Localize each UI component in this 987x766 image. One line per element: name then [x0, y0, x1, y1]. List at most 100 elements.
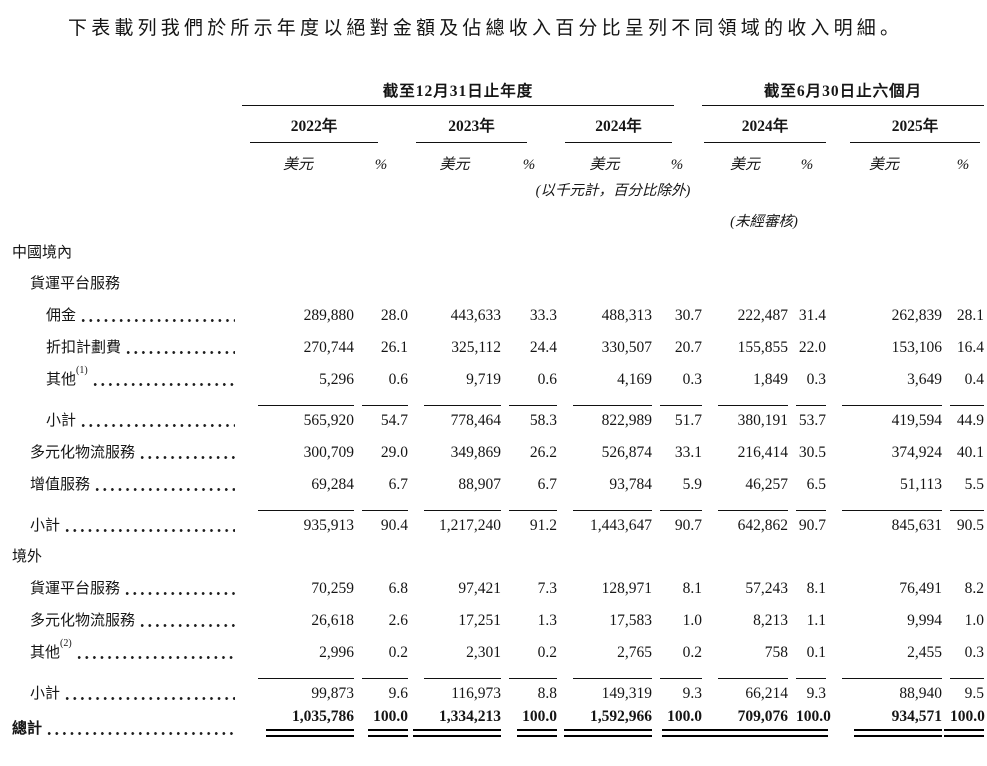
year-header-2022: 2022年: [242, 106, 408, 143]
table-body: 中國境內 貨運平台服務 佣金 289,880 28.0 443,633 33.3 488,31…: [4, 231, 985, 738]
row-label: 境外: [12, 549, 43, 565]
percent-cell: 91.2: [509, 510, 557, 535]
table-row: 小計 99,873 9.6 116,973 8.8 149,319 9.3 66,214 9.3…: [4, 662, 985, 703]
percent-cell: 100.0: [796, 708, 831, 725]
table-row: 其他(1) 5,296 0.6 9,719 0.6 4,169 0.3 1,849 0.3 3,6…: [4, 357, 984, 389]
document-page: 下表載列我們於所示年度以絕對金額及佔總收入百分比呈列不同領域的收入明細。 截至1…: [0, 16, 987, 766]
section-row: 中國境內: [4, 231, 984, 262]
percent-cell: 9.3: [796, 678, 827, 703]
value-cell: 93,784: [609, 476, 652, 493]
value-cell: 69,284: [311, 476, 354, 493]
value-cell: 222,487: [737, 307, 789, 324]
unit-header-pct: %: [670, 157, 684, 173]
dot-leader: [81, 417, 235, 430]
value-cell: 1,592,966: [590, 708, 652, 725]
percent-cell: 30.5: [798, 444, 827, 461]
table-row: 小計 935,913 90.4 1,217,240 91.2 1,443,647 90.7 6…: [4, 494, 985, 535]
units-note: (以千元計，百分比除外): [535, 183, 691, 199]
value-cell: 17,251: [458, 612, 501, 629]
double-rule: [517, 729, 557, 737]
percent-cell: 0.2: [388, 644, 408, 661]
percent-cell: 90.7: [796, 510, 827, 535]
table-row: 總計 1,035,786 100.0 1,334,213 100.0 1,592,966 1…: [4, 703, 985, 738]
table-row: 其他(2) 2,996 0.2 2,301 0.2 2,765 0.2 758 0.1 2,455…: [4, 630, 984, 662]
row-label: 多元化物流服務: [30, 613, 136, 629]
percent-cell: 0.3: [806, 371, 827, 388]
value-cell: 709,076: [737, 708, 789, 725]
value-cell: 325,112: [451, 339, 501, 356]
row-label: 其他(1): [46, 365, 88, 388]
footnote-marker: (1): [76, 365, 88, 376]
percent-cell: 100.0: [373, 708, 408, 725]
value-cell: 97,421: [458, 580, 501, 597]
dot-leader: [65, 690, 235, 703]
percent-cell: 90.5: [950, 510, 985, 535]
row-label: 總計: [12, 721, 43, 737]
unit-header-usd: 美元: [439, 157, 470, 173]
percent-cell: 0.6: [537, 371, 557, 388]
value-cell: 51,113: [899, 476, 943, 493]
unit-header-pct: %: [374, 157, 388, 173]
value-cell: 565,920: [258, 405, 354, 430]
percent-cell: 26.1: [380, 339, 408, 356]
table-row: 折扣計劃費 270,744 26.1 325,112 24.4 330,507 20.7 15…: [4, 325, 984, 357]
value-cell: 270,744: [303, 339, 354, 356]
value-cell: 9,994: [907, 612, 943, 629]
percent-cell: 58.3: [509, 405, 557, 430]
value-cell: 2,765: [617, 644, 652, 661]
double-rule: [564, 729, 652, 737]
value-cell: 66,214: [718, 678, 789, 703]
footnote-marker: (2): [60, 638, 72, 649]
percent-cell: 100.0: [950, 708, 985, 725]
unaudited-note-row: (未經審核): [4, 200, 984, 231]
value-cell: 88,907: [458, 476, 501, 493]
dot-leader: [140, 449, 235, 462]
value-cell: 845,631: [842, 510, 943, 535]
value-cell: 374,924: [891, 444, 943, 461]
dot-leader: [47, 725, 235, 738]
percent-cell: 0.4: [964, 371, 985, 388]
value-cell: 419,594: [842, 405, 943, 430]
unit-header-row: 美元 % 美元 % 美元 % 美元 % 美元 %: [4, 143, 984, 174]
unit-header-usd: 美元: [730, 157, 761, 173]
value-cell: 26,618: [311, 612, 354, 629]
year-header-2025-interim: 2025年: [826, 106, 984, 143]
double-rule: [944, 729, 985, 737]
value-cell: 2,455: [907, 644, 943, 661]
value-cell: 488,313: [601, 307, 652, 324]
percent-cell: 0.2: [537, 644, 557, 661]
row-label: 中國境內: [12, 245, 73, 261]
value-cell: 128,971: [601, 580, 652, 597]
value-cell: 4,169: [617, 371, 652, 388]
unit-header-usd: 美元: [282, 157, 313, 173]
table-row: 多元化物流服務 26,618 2.6 17,251 1.3 17,583 1.0 8,213 1…: [4, 598, 984, 630]
dot-leader: [92, 376, 235, 389]
row-label: 增值服務: [30, 477, 91, 493]
percent-cell: 1.3: [537, 612, 557, 629]
unaudited-note: (未經審核): [730, 214, 798, 230]
percent-cell: 44.9: [950, 405, 985, 430]
value-cell: 99,873: [258, 678, 354, 703]
value-cell: 642,862: [718, 510, 789, 535]
percent-cell: 5.5: [964, 476, 985, 493]
row-label: 小計: [30, 686, 61, 702]
percent-cell: 6.5: [806, 476, 827, 493]
value-cell: 300,709: [303, 444, 354, 461]
table-row: 佣金 289,880 28.0 443,633 33.3 488,313 30.7 222,4…: [4, 293, 984, 325]
percent-cell: 1.1: [806, 612, 827, 629]
units-note-row: (以千元計，百分比除外): [4, 174, 984, 200]
row-label: 折扣計劃費: [46, 340, 122, 356]
percent-cell: 51.7: [660, 405, 703, 430]
value-cell: 262,839: [891, 307, 943, 324]
percent-cell: 7.3: [537, 580, 557, 597]
table-row: 小計 565,920 54.7 778,464 58.3 822,989 51.7 380,1…: [4, 389, 985, 430]
double-rule: [266, 729, 354, 737]
dot-leader: [81, 312, 235, 325]
value-cell: 2,996: [319, 644, 354, 661]
percent-cell: 22.0: [798, 339, 827, 356]
dot-leader: [65, 522, 235, 535]
dot-leader: [125, 585, 235, 598]
percent-cell: 0.1: [806, 644, 827, 661]
percent-cell: 100.0: [522, 708, 557, 725]
value-cell: 116,973: [424, 678, 501, 703]
